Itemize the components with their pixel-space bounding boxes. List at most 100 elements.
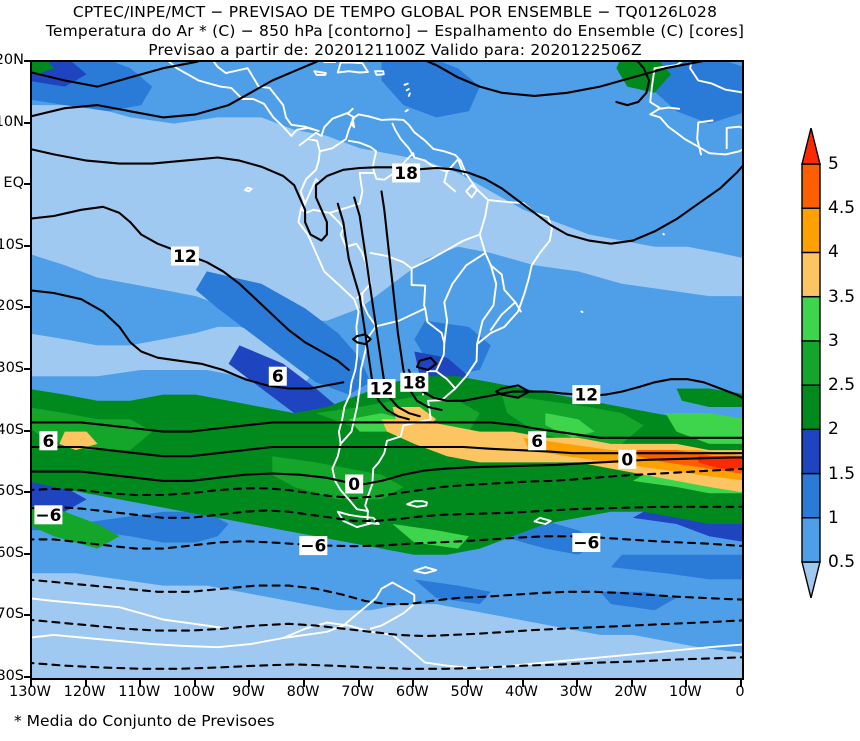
map-canvas: 18 12 6 12 18 12 6 6 0 0 −6 −6 −6 — [32, 62, 742, 678]
lat-tick-label: 30S — [0, 360, 24, 376]
coast-pacific-n-america — [167, 62, 293, 137]
isotherm-18-tropics — [32, 148, 410, 242]
spread-orange-patch-sw — [59, 431, 98, 451]
border-colombia-venez — [318, 116, 356, 153]
colorbar-tick-label: 4.5 — [828, 198, 856, 219]
chart-title-line3: Previsao a partir de: 2020121100Z Valido… — [148, 41, 642, 59]
lat-tick-label: EQ — [3, 175, 24, 192]
lat-tick — [24, 183, 31, 186]
contour-label-chip — [528, 431, 547, 451]
isotherm-minus6 — [32, 505, 742, 522]
lat-tick — [24, 429, 31, 432]
colorbar-band — [801, 517, 821, 563]
coast-ascension — [662, 232, 665, 236]
colorbar-swatches — [801, 127, 821, 599]
colorbar-band — [801, 207, 821, 254]
coast-south-georgia — [533, 516, 552, 525]
lon-tick-label: 30W — [559, 684, 593, 700]
coast-grenada — [404, 109, 409, 113]
lon-tick-label: 40W — [505, 684, 538, 700]
lat-tick-label: 60S — [0, 544, 24, 561]
border-uruguay — [435, 370, 457, 390]
contour-label-chip — [572, 385, 601, 405]
coast-antarctic-peninsula-e — [369, 581, 416, 630]
lon-tick-label: 120W — [63, 684, 106, 700]
colorbar-band — [801, 384, 821, 431]
lat-tick-label: 20S — [0, 298, 24, 315]
isotherm-andes-2 — [353, 196, 421, 418]
contour-label-chip — [367, 379, 396, 398]
coast-gulf-e-usa — [212, 62, 320, 137]
contour-label-text: 12 — [370, 380, 394, 400]
lon-tick-label: 10W — [668, 684, 702, 700]
colorbar-band — [801, 428, 821, 475]
lat-tick — [24, 552, 31, 555]
isotherm-0 — [32, 456, 742, 486]
isotherm-north-3 — [426, 62, 704, 97]
lon-tick-label: 130W — [8, 684, 51, 700]
lon-tick — [466, 680, 469, 687]
lon-tick — [30, 680, 32, 687]
contour-label-text: 12 — [574, 386, 598, 406]
isotherm-minus15 — [32, 578, 742, 606]
spread-low-band-antarctic — [32, 573, 742, 678]
coast-falklands — [406, 500, 428, 508]
contour-label-text: 6 — [272, 367, 284, 387]
spread-patch-ant2 — [600, 591, 677, 611]
isotherm-3 — [32, 445, 742, 458]
coast-lesser-antilles-1 — [403, 82, 409, 86]
border-venez-guyana — [391, 122, 416, 159]
contour-label-chip — [39, 431, 58, 451]
isotherm-andes-3 — [380, 190, 443, 412]
border-senegal-mali — [659, 106, 681, 110]
lon-tick — [248, 680, 251, 687]
border-ivory-coast — [696, 119, 714, 156]
contour-label-text: −6 — [300, 537, 326, 557]
chart-title-line1: CPTEC/INPE/MCT − PREVISAO DE TEMPO GLOBA… — [72, 3, 718, 21]
border-amazon-north — [328, 152, 459, 294]
colorbar-tick-label: 4 — [828, 242, 839, 263]
colorbar-tick-label: 3 — [828, 330, 839, 351]
coast-tierra-del-fuego — [336, 510, 380, 529]
coast-galapagos — [244, 186, 253, 193]
coastline-layer — [32, 62, 742, 670]
contour-label-text: −6 — [35, 506, 61, 526]
border-marajo — [465, 184, 479, 199]
lat-tick — [24, 491, 31, 494]
spread-green-corner — [32, 62, 54, 75]
lat-tick-label: 80S — [0, 668, 24, 684]
colorbar[interactable] — [800, 127, 822, 599]
isotherm-minus24 — [32, 656, 742, 670]
border-suriname-br — [443, 170, 457, 193]
isotherm-minus3 — [32, 467, 742, 500]
spread-patch-spcz — [195, 271, 371, 395]
isotherm-closed-brazil — [415, 356, 438, 372]
border-sahel — [689, 62, 742, 94]
spread-lgreen-2 — [545, 413, 595, 438]
isotherm-6-mid-e — [533, 427, 742, 439]
contour-label-chip — [618, 449, 637, 469]
colorbar-band — [801, 340, 821, 386]
colorbar-band — [801, 251, 821, 298]
lon-tick-label: 100W — [172, 684, 215, 700]
contour-label-chip — [345, 474, 364, 494]
lat-tick — [24, 676, 31, 678]
lat-tick — [24, 306, 31, 309]
colorbar-tick-label: 5 — [828, 154, 839, 174]
isotherm-6-mid — [32, 421, 536, 433]
contour-label-text: 0 — [621, 450, 633, 470]
lon-tick — [357, 680, 360, 687]
isotherm-andes-1 — [336, 202, 410, 421]
isotherm-minus18 — [32, 618, 742, 638]
contour-label-chip — [34, 505, 63, 525]
coast-jamaica — [313, 70, 327, 76]
contour-label-layer: 18 12 6 12 18 12 6 6 0 0 −6 −6 −6 — [34, 163, 637, 557]
contour-label-text: 12 — [173, 247, 197, 267]
map-plot-area[interactable]: 18 12 6 12 18 12 6 6 0 0 −6 −6 −6 — [30, 60, 744, 680]
footnote: * Media do Conjunto de Previsoes — [14, 712, 275, 730]
coast-south-shetland — [413, 566, 438, 575]
lat-tick-label: 40S — [0, 421, 24, 438]
isotherm-africa — [615, 62, 651, 107]
border-brazil-states-5 — [489, 301, 517, 331]
isotherm-18-tropics-e — [407, 165, 742, 245]
